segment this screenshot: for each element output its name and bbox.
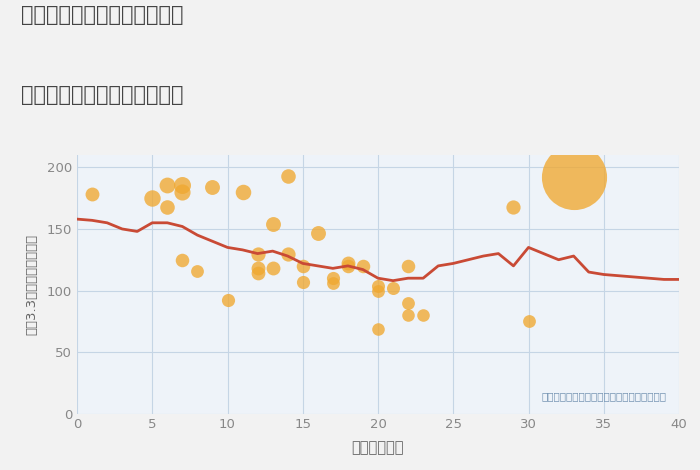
Point [282,250,293,258]
Point [328,274,339,282]
X-axis label: 築年数（年）: 築年数（年） [351,440,405,455]
Text: 築年数別中古マンション価格: 築年数別中古マンション価格 [21,85,183,105]
Point [176,256,188,264]
Point [388,284,399,292]
Text: 兵庫県西宮市甲子園洲鳥町の: 兵庫県西宮市甲子園洲鳥町の [21,5,183,25]
Point [357,262,368,270]
Point [207,183,218,191]
Point [252,269,263,277]
Point [237,188,248,196]
Point [372,325,384,332]
Point [267,220,278,228]
Point [192,267,203,274]
Point [568,173,580,181]
Point [176,188,188,196]
Point [523,318,534,325]
Point [176,181,188,188]
Point [372,282,384,290]
Point [402,262,414,270]
Point [402,311,414,319]
Point [508,203,519,211]
Point [328,279,339,287]
Point [162,181,173,188]
Text: 円の大きさは、取引のあった物件面積を示す: 円の大きさは、取引のあった物件面積を示す [542,391,667,400]
Point [252,265,263,272]
Point [297,278,308,286]
Point [162,203,173,211]
Point [417,311,428,319]
Point [372,287,384,294]
Y-axis label: 坪（3.3㎡）単価（万円）: 坪（3.3㎡）単価（万円） [25,234,38,335]
Point [147,195,158,202]
Point [297,262,308,270]
Point [252,250,263,258]
Point [402,299,414,306]
Point [312,229,323,236]
Point [267,265,278,272]
Point [342,259,354,267]
Point [87,191,98,198]
Point [222,297,233,304]
Point [342,262,354,270]
Point [282,172,293,180]
